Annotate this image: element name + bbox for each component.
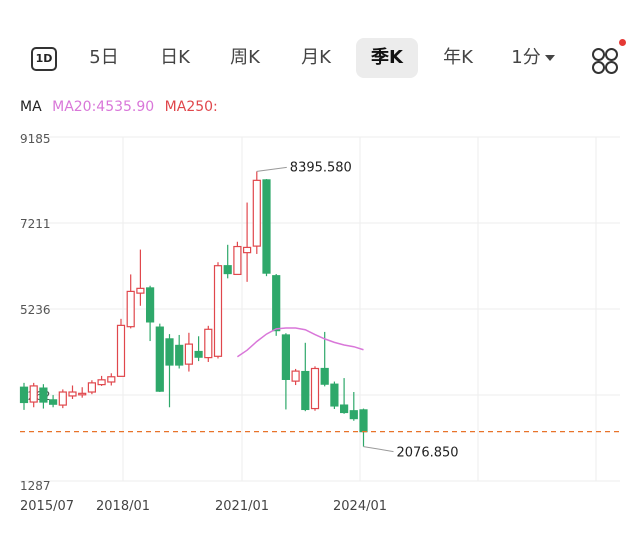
candle-body xyxy=(136,287,145,294)
candle-body xyxy=(29,385,38,403)
candle-body xyxy=(165,338,174,366)
tab-week-k[interactable]: 周K xyxy=(230,47,260,68)
candle-body xyxy=(281,334,290,380)
ma20-line xyxy=(236,327,364,358)
low-marker-leader xyxy=(363,446,394,453)
candle-body xyxy=(58,391,67,406)
candle-body xyxy=(359,409,368,433)
candle-body xyxy=(243,246,252,254)
y-tick-label: 1287 xyxy=(20,479,51,493)
low-value-label: 2076.850 xyxy=(397,446,459,461)
ma-label: MA xyxy=(20,99,42,115)
grid-menu-icon[interactable] xyxy=(592,48,618,74)
candle-body xyxy=(19,386,29,404)
candle-body xyxy=(48,399,58,405)
candle-body xyxy=(213,265,223,357)
ma250-value: MA250: xyxy=(164,99,218,115)
chevron-down-icon xyxy=(544,55,555,61)
x-tick-label: 2018/01 xyxy=(96,499,150,514)
candle-body xyxy=(223,265,232,275)
candle-body xyxy=(155,326,164,392)
tab-year-k[interactable]: 年K xyxy=(443,47,473,68)
candle-body xyxy=(184,343,193,365)
candle-body xyxy=(301,370,310,411)
tab-quarter-k[interactable]: 季K xyxy=(356,38,418,78)
candle-body xyxy=(97,379,106,386)
candle-body xyxy=(78,392,87,396)
x-tick-label: 2015/07 xyxy=(20,499,74,514)
ma20-value: MA20:4535.90 xyxy=(52,99,155,115)
candle-body xyxy=(175,344,184,366)
candle-body xyxy=(146,287,155,323)
candle-body xyxy=(252,179,261,247)
tab-minute-label: 1分 xyxy=(511,47,541,68)
y-tick-label: 9185 xyxy=(20,132,51,146)
candle-body xyxy=(330,383,339,407)
candle-body xyxy=(233,245,242,276)
candle-body xyxy=(107,376,116,383)
candle-body xyxy=(39,387,48,403)
tab-month-k[interactable]: 月K xyxy=(301,47,331,68)
candle-body xyxy=(340,404,349,414)
y-tick-label: 5236 xyxy=(20,303,51,317)
tab-day-k[interactable]: 日K xyxy=(160,47,190,68)
high-marker-leader xyxy=(256,166,287,172)
y-tick-label: 7211 xyxy=(20,217,51,231)
candle-body xyxy=(87,382,97,393)
period-tabs: 1D 5日 日K 周K 月K 季K 年K 1分 xyxy=(0,38,640,82)
candle-body xyxy=(272,275,281,332)
candle-body xyxy=(291,370,300,382)
x-tick-label: 2024/01 xyxy=(333,499,387,514)
tab-5day[interactable]: 5日 xyxy=(89,47,119,68)
candle-body xyxy=(262,179,271,274)
ma-legend: MA MA20:4535.90 MA250: xyxy=(20,99,224,115)
candle-body xyxy=(310,367,320,410)
candle-body xyxy=(320,367,329,385)
candle-body xyxy=(194,350,203,358)
candle-body xyxy=(126,290,135,328)
candle-body xyxy=(349,410,358,420)
tab-1d-icon[interactable]: 1D xyxy=(31,47,57,71)
tab-minute-dropdown[interactable]: 1分 xyxy=(508,38,558,78)
high-value-label: 8395.580 xyxy=(290,160,352,175)
x-tick-label: 2021/01 xyxy=(215,499,269,514)
candle-body xyxy=(204,328,213,359)
candle-body xyxy=(116,324,126,377)
notification-dot xyxy=(619,39,626,46)
candle-body xyxy=(68,391,77,397)
